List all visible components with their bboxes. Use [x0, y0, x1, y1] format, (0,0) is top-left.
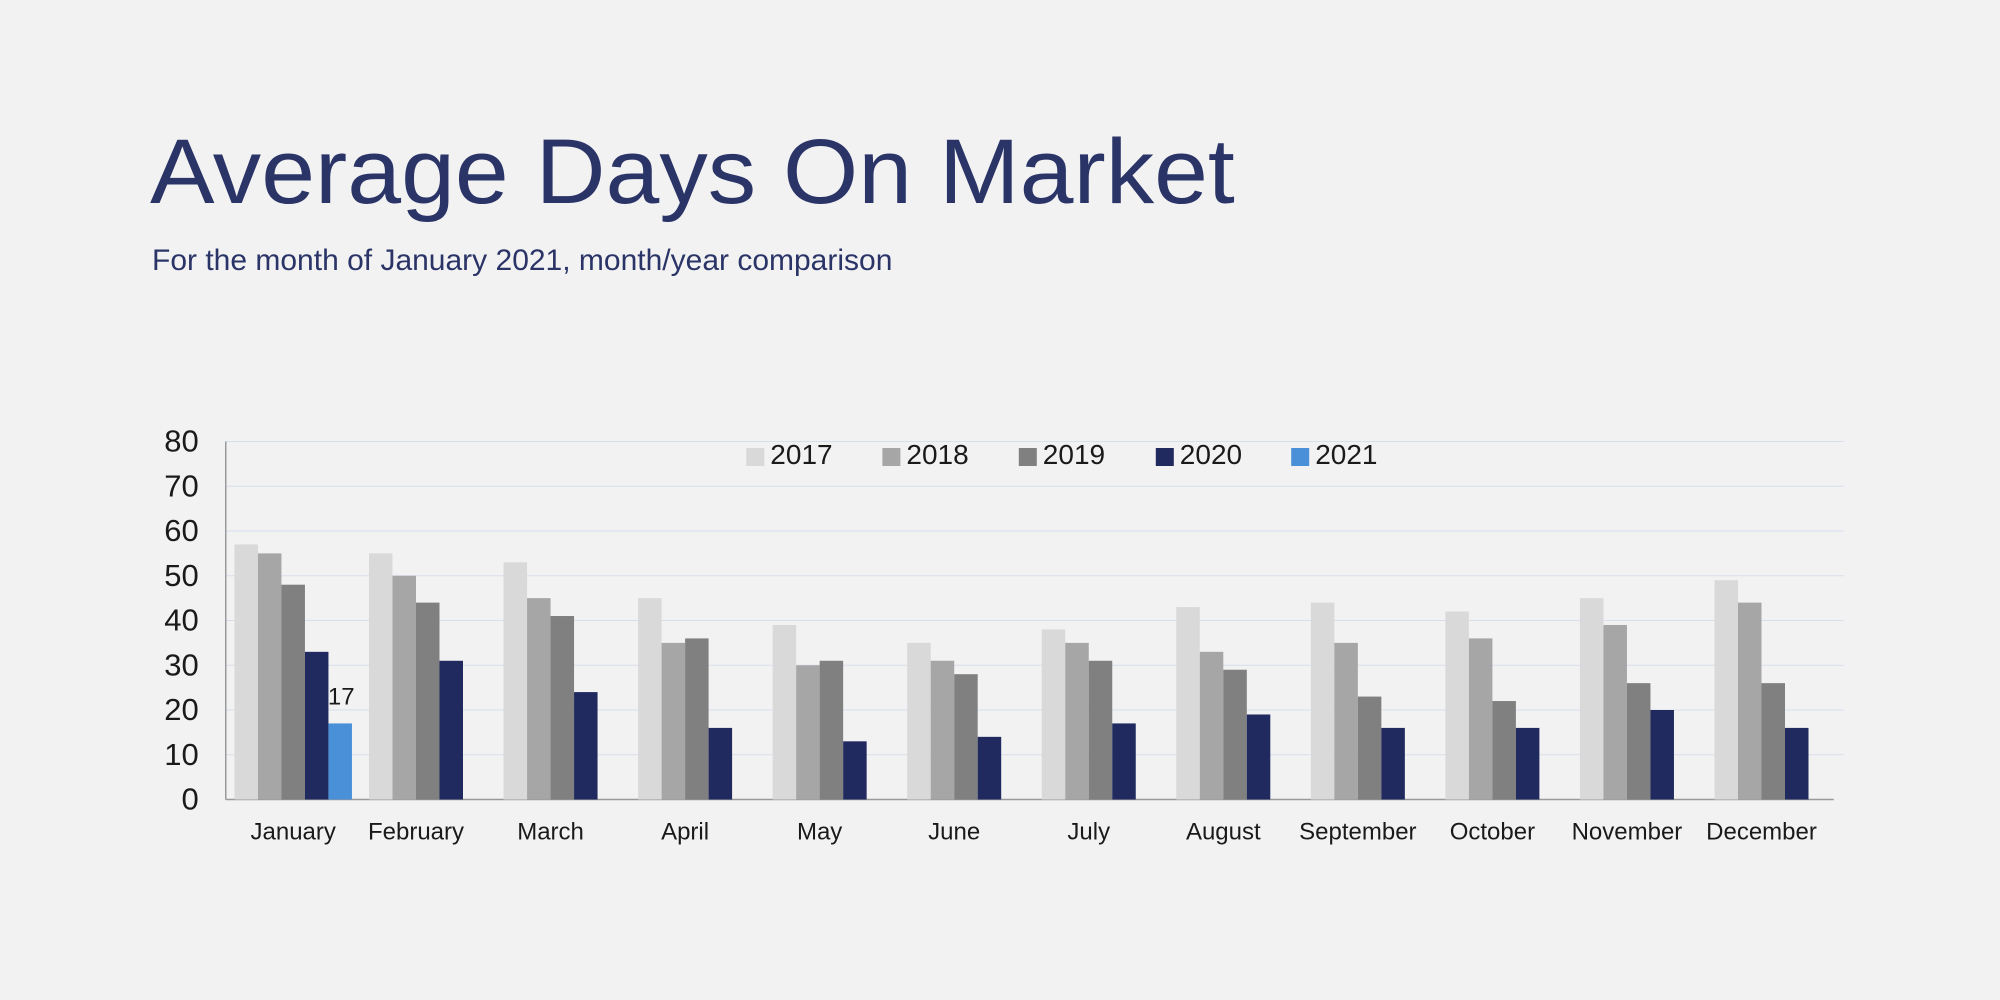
- svg-text:March: March: [517, 819, 584, 846]
- svg-text:30: 30: [164, 647, 198, 682]
- svg-text:50: 50: [164, 558, 198, 593]
- svg-text:20: 20: [164, 692, 198, 727]
- svg-text:April: April: [661, 819, 709, 846]
- svg-text:July: July: [1067, 819, 1110, 846]
- svg-text:December: December: [1706, 819, 1817, 846]
- svg-text:February: February: [368, 819, 464, 846]
- svg-text:January: January: [251, 819, 336, 846]
- svg-text:60: 60: [164, 513, 198, 548]
- svg-text:17: 17: [328, 683, 355, 710]
- svg-text:70: 70: [164, 468, 198, 503]
- svg-text:2021: 2021: [1315, 439, 1377, 470]
- svg-text:0: 0: [182, 782, 199, 817]
- svg-text:June: June: [928, 819, 980, 846]
- svg-text:September: September: [1299, 819, 1416, 846]
- svg-text:2020: 2020: [1180, 439, 1242, 470]
- svg-text:40: 40: [164, 603, 198, 638]
- svg-text:May: May: [797, 819, 842, 846]
- svg-text:November: November: [1572, 819, 1683, 846]
- svg-text:10: 10: [164, 737, 198, 772]
- svg-text:August: August: [1186, 819, 1261, 846]
- svg-text:2017: 2017: [770, 439, 832, 470]
- svg-text:October: October: [1450, 819, 1535, 846]
- svg-text:2019: 2019: [1043, 439, 1105, 470]
- svg-text:80: 80: [164, 427, 198, 459]
- svg-text:2018: 2018: [906, 439, 968, 470]
